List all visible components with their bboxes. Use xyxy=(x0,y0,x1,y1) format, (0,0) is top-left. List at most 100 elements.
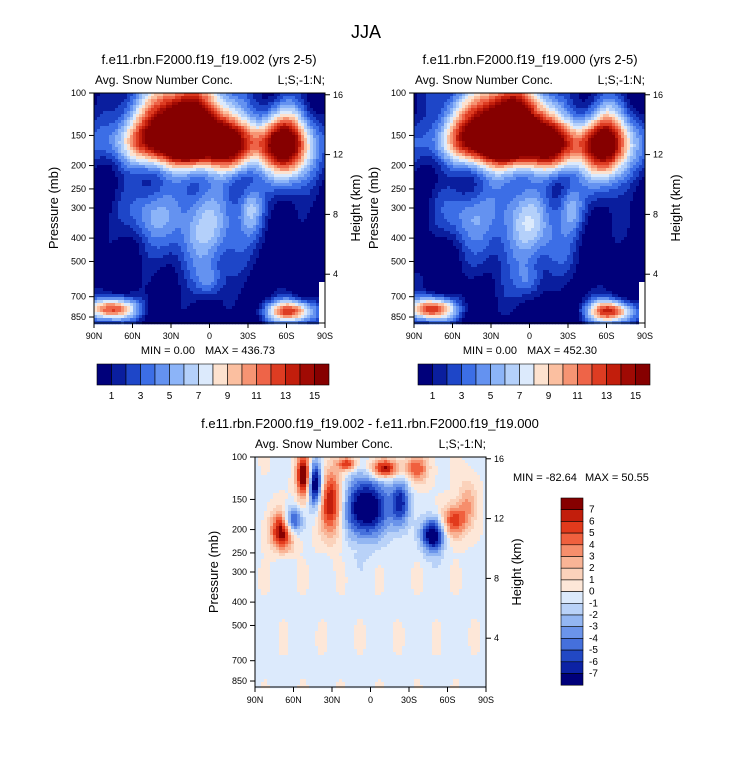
x-tick-label: 60N xyxy=(285,695,302,705)
colorbar-box xyxy=(432,363,448,386)
y-tick-label: 850 xyxy=(71,312,86,322)
y2-tick-label: 16 xyxy=(653,90,663,100)
y-tick-label: 200 xyxy=(232,525,247,535)
x-tick-label: 60S xyxy=(278,331,294,341)
y2-tick-label: 8 xyxy=(494,573,499,583)
y-tick-label: 250 xyxy=(71,184,86,194)
colorbar-label: 0 xyxy=(589,587,595,598)
colorbar-label: -3 xyxy=(589,622,598,633)
panel-2-right-label: L;S;-1:N; xyxy=(598,73,645,87)
y-tick-label: 850 xyxy=(232,676,247,686)
colorbar-label: 6 xyxy=(589,516,595,527)
y-tick-label: 300 xyxy=(71,203,86,213)
colorbar-box xyxy=(560,556,584,569)
y-tick-label: 250 xyxy=(391,184,406,194)
colorbar-label: 3 xyxy=(589,552,595,563)
panel-1-right-label: L;S;-1:N; xyxy=(278,73,325,87)
x-tick-label: 60N xyxy=(124,331,141,341)
colorbar-label: 1 xyxy=(589,575,595,586)
panel-1-title: f.e11.rbn.F2000.f19_f19.002 (yrs 2-5) xyxy=(101,52,316,67)
y-tick-label: 700 xyxy=(71,292,86,302)
y2-tick-label: 16 xyxy=(494,454,504,464)
y-tick-label: 500 xyxy=(71,256,86,266)
colorbar-box xyxy=(560,661,584,674)
panel-3: f.e11.rbn.F2000.f19_f19.002 - f.e11.rbn.… xyxy=(201,416,649,705)
panel-1-left-label: Avg. Snow Number Conc. xyxy=(95,73,233,87)
colorbar-box xyxy=(560,602,584,616)
panel-1-min-label: MIN = 0.00 xyxy=(141,345,195,357)
colorbar-box xyxy=(560,673,584,686)
colorbar-box xyxy=(314,363,330,386)
colorbar-label: 1 xyxy=(430,391,436,402)
y-tick-label: 400 xyxy=(232,597,247,607)
colorbar-label: -2 xyxy=(589,610,598,621)
x-tick-label: 30S xyxy=(560,331,576,341)
colorbar-box xyxy=(490,363,506,386)
x-tick-label: 30S xyxy=(401,695,417,705)
y2-tick-label: 4 xyxy=(653,269,658,279)
x-tick-label: 0 xyxy=(207,331,212,341)
colorbar-box xyxy=(241,363,257,386)
y-tick-label: 100 xyxy=(232,452,247,462)
x-tick-label: 90S xyxy=(478,695,494,705)
colorbar-box xyxy=(560,626,584,639)
colorbar-box xyxy=(635,363,651,386)
colorbar-box xyxy=(577,363,593,386)
panel-3-y2label: Height (km) xyxy=(509,538,524,605)
colorbar-label: 3 xyxy=(138,391,144,402)
colorbar-box xyxy=(533,363,549,386)
panel-2-max-label: MAX = 452.30 xyxy=(527,345,597,357)
x-tick-label: 60N xyxy=(444,331,461,341)
y2-tick-label: 4 xyxy=(333,269,338,279)
y-tick-label: 400 xyxy=(71,233,86,243)
colorbar-label: 9 xyxy=(225,391,231,402)
x-tick-label: 30N xyxy=(483,331,500,341)
panel-1-axes: 90N 60N 30N 0 30S 60S 90S 100 150 200 250 300 400 500… xyxy=(71,88,343,341)
colorbar-box xyxy=(560,497,584,510)
colorbar-label: 7 xyxy=(589,505,595,516)
y-tick-label: 200 xyxy=(71,161,86,171)
colorbar-label: 2 xyxy=(589,563,595,574)
panel-1-max-label: MAX = 436.73 xyxy=(205,345,275,357)
colorbar-box xyxy=(169,363,185,386)
colorbar-box xyxy=(256,363,272,386)
colorbar-label: 13 xyxy=(280,391,292,402)
y-tick-label: 400 xyxy=(391,233,406,243)
panel-3-min-label: MIN = -82.64 xyxy=(513,472,577,484)
colorbar-label: -4 xyxy=(589,633,598,644)
colorbar-label: 4 xyxy=(589,540,595,551)
y2-tick-label: 8 xyxy=(333,209,338,219)
colorbar-label: 1 xyxy=(109,391,115,402)
colorbar-label: 5 xyxy=(589,528,595,539)
panel-3-heatmap xyxy=(255,457,487,689)
colorbar-label: -7 xyxy=(589,669,598,680)
colorbar-label: 11 xyxy=(251,391,262,402)
panel-2-colorbar: 1 3 5 7 9 11 13 15 xyxy=(417,363,651,402)
y-tick-label: 700 xyxy=(232,656,247,666)
colorbar-label: 7 xyxy=(196,391,202,402)
panel-1: f.e11.rbn.F2000.f19_f19.002 (yrs 2-5) Av… xyxy=(46,52,363,402)
panel-3-max-label: MAX = 50.55 xyxy=(585,472,649,484)
y2-tick-label: 4 xyxy=(494,633,499,643)
panel-2-min-label: MIN = 0.00 xyxy=(463,345,517,357)
colorbar-box xyxy=(285,363,301,386)
colorbar-box xyxy=(560,521,584,534)
colorbar-box xyxy=(560,638,584,651)
colorbar-box xyxy=(417,363,433,386)
y-tick-label: 150 xyxy=(391,130,406,140)
colorbar-box xyxy=(548,363,564,386)
colorbar-box xyxy=(519,363,535,386)
colorbar-box xyxy=(446,363,462,386)
panel-3-ylabel: Pressure (mb) xyxy=(206,531,221,613)
panel-1-y2label: Height (km) xyxy=(348,174,363,241)
y-tick-label: 850 xyxy=(391,312,406,322)
panel-3-left-label: Avg. Snow Number Conc. xyxy=(255,437,393,451)
colorbar-label: 5 xyxy=(167,391,173,402)
colorbar-box xyxy=(560,649,584,663)
colorbar-box xyxy=(560,579,584,592)
colorbar-label: 3 xyxy=(459,391,465,402)
colorbar-box xyxy=(504,363,520,386)
panel-2-heatmap xyxy=(414,93,646,325)
